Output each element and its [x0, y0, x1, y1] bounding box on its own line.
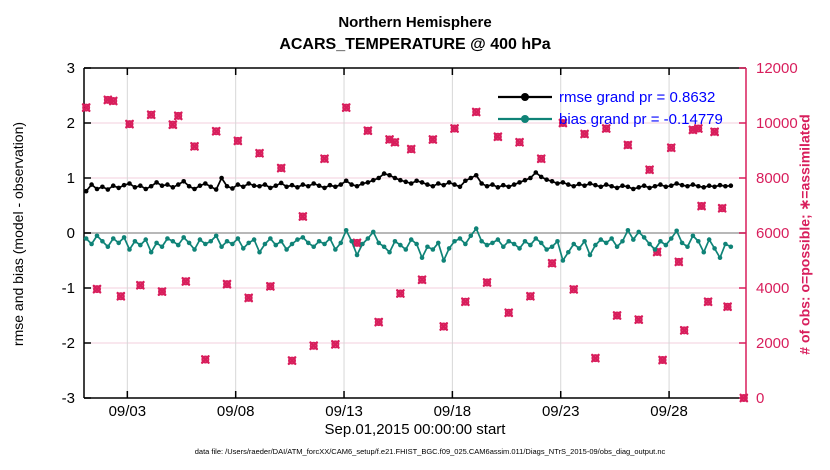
obs-count-marker	[146, 110, 156, 120]
obs-count-marker	[200, 355, 210, 364]
obs-count-marker	[417, 275, 427, 285]
obs-count-marker	[515, 137, 524, 147]
obs-count-marker	[255, 148, 264, 158]
right-y-tick-label: 0	[756, 390, 764, 407]
obs-count-marker	[697, 201, 706, 211]
bias-line-marker-icon	[498, 115, 552, 123]
obs-count-marker	[116, 291, 126, 301]
obs-count-marker	[320, 154, 329, 164]
obs-count-marker	[679, 325, 689, 335]
right-y-tick-label: 8000	[756, 170, 789, 187]
legend-entry-bias: bias grand pr = -0.14779	[497, 108, 723, 130]
obs-count-marker	[233, 136, 243, 146]
obs-count-marker	[276, 163, 286, 173]
obs-count-marker	[723, 302, 732, 312]
right-y-tick-label: 10000	[756, 115, 798, 132]
obs-count-marker	[717, 203, 727, 213]
obs-count-marker	[298, 212, 308, 221]
left-y-tick-label: 3	[67, 60, 75, 77]
chart-subtitle: ACARS_TEMPERATURE @ 400 hPa	[279, 36, 551, 53]
obs-count-marker	[330, 339, 340, 349]
x-tick-label: 09/13	[325, 403, 363, 420]
legend: rmse grand pr = 0.8632 bias grand pr = -…	[497, 86, 723, 130]
obs-count-marker	[352, 238, 362, 248]
obs-count-marker	[395, 289, 405, 298]
data-file-path: data file: /Users/raeder/DAI/ATM_forcXX/…	[194, 447, 666, 456]
obs-count-marker	[471, 107, 481, 117]
obs-count-marker	[547, 258, 557, 268]
obs-count-marker	[244, 293, 254, 303]
obs-count-marker	[363, 126, 373, 136]
legend-entry-rmse: rmse grand pr = 0.8632	[497, 86, 723, 108]
obs-count-marker	[569, 284, 579, 294]
obs-count-marker	[92, 284, 102, 294]
right-y-tick-label: 4000	[756, 280, 789, 297]
x-tick-label: 09/18	[434, 403, 472, 420]
left-y-tick-label: -2	[62, 335, 75, 352]
obs-count-marker	[710, 127, 719, 137]
obs-count-marker	[460, 297, 470, 307]
right-y-tick-label: 2000	[756, 335, 789, 352]
obs-count-marker	[287, 356, 297, 365]
obs-count-marker	[428, 135, 438, 144]
x-axis-label: Sep.01,2015 00:00:00 start	[324, 421, 506, 438]
x-tick-label: 09/08	[217, 403, 255, 420]
obs-count-marker	[601, 124, 611, 133]
obs-count-marker	[645, 165, 654, 175]
obs-count-marker	[634, 315, 644, 325]
obs-count-marker	[168, 120, 178, 130]
x-tick-label: 09/23	[542, 403, 580, 420]
obs-count-marker	[658, 355, 667, 365]
obs-count-marker	[190, 141, 199, 151]
obs-count-marker	[125, 119, 134, 129]
left-y-tick-label: -3	[62, 390, 75, 407]
obs-count-marker	[623, 140, 633, 150]
obs-count-marker	[504, 308, 514, 318]
obs-count-marker	[482, 278, 492, 287]
rmse-legend-label: rmse grand pr = 0.8632	[559, 88, 716, 106]
obs-count-marker	[450, 124, 459, 133]
obs-count-marker	[157, 287, 167, 296]
obs-count-marker	[558, 118, 568, 128]
obs-count-marker	[493, 132, 503, 142]
obs-count-marker	[674, 257, 684, 267]
left-y-tick-label: 1	[67, 170, 75, 187]
obs-count-marker	[173, 111, 183, 121]
obs-count-marker	[265, 281, 275, 291]
obs-count-marker	[211, 126, 221, 136]
right-y-tick-label: 6000	[756, 225, 789, 242]
obs-count-marker	[135, 280, 145, 290]
obs-count-marker	[612, 311, 622, 320]
obs-count-marker	[693, 124, 703, 133]
obs-count-marker	[341, 103, 351, 113]
obs-count-marker	[309, 341, 319, 351]
left-y-tick-label: 0	[67, 225, 75, 242]
obs-count-marker	[536, 154, 546, 164]
left-y-tick-label: -1	[62, 280, 75, 297]
obs-count-marker	[525, 291, 535, 301]
rmse-line-marker-icon	[498, 93, 552, 101]
obs-count-marker	[222, 279, 232, 289]
obs-count-marker	[666, 143, 676, 153]
x-tick-label: 09/03	[109, 403, 147, 420]
bias-legend-label: bias grand pr = -0.14779	[559, 110, 723, 128]
obs-count-marker	[108, 96, 118, 106]
obs-count-marker	[590, 353, 600, 363]
left-y-tick-label: 2	[67, 115, 75, 132]
obs-count-marker	[580, 129, 589, 139]
obs-count-marker	[406, 144, 416, 154]
obs-count-marker	[374, 317, 384, 327]
obs-count-marker	[703, 297, 713, 307]
right-y-tick-label: 12000	[756, 60, 798, 77]
chart-title: Northern Hemisphere	[338, 14, 492, 31]
obs-count-marker	[390, 137, 400, 147]
obs-count-marker	[81, 103, 91, 113]
obs-count-marker	[439, 322, 449, 331]
obs-count-marker	[181, 277, 191, 286]
obs-count-marker	[739, 393, 749, 403]
x-tick-label: 09/28	[650, 403, 688, 420]
